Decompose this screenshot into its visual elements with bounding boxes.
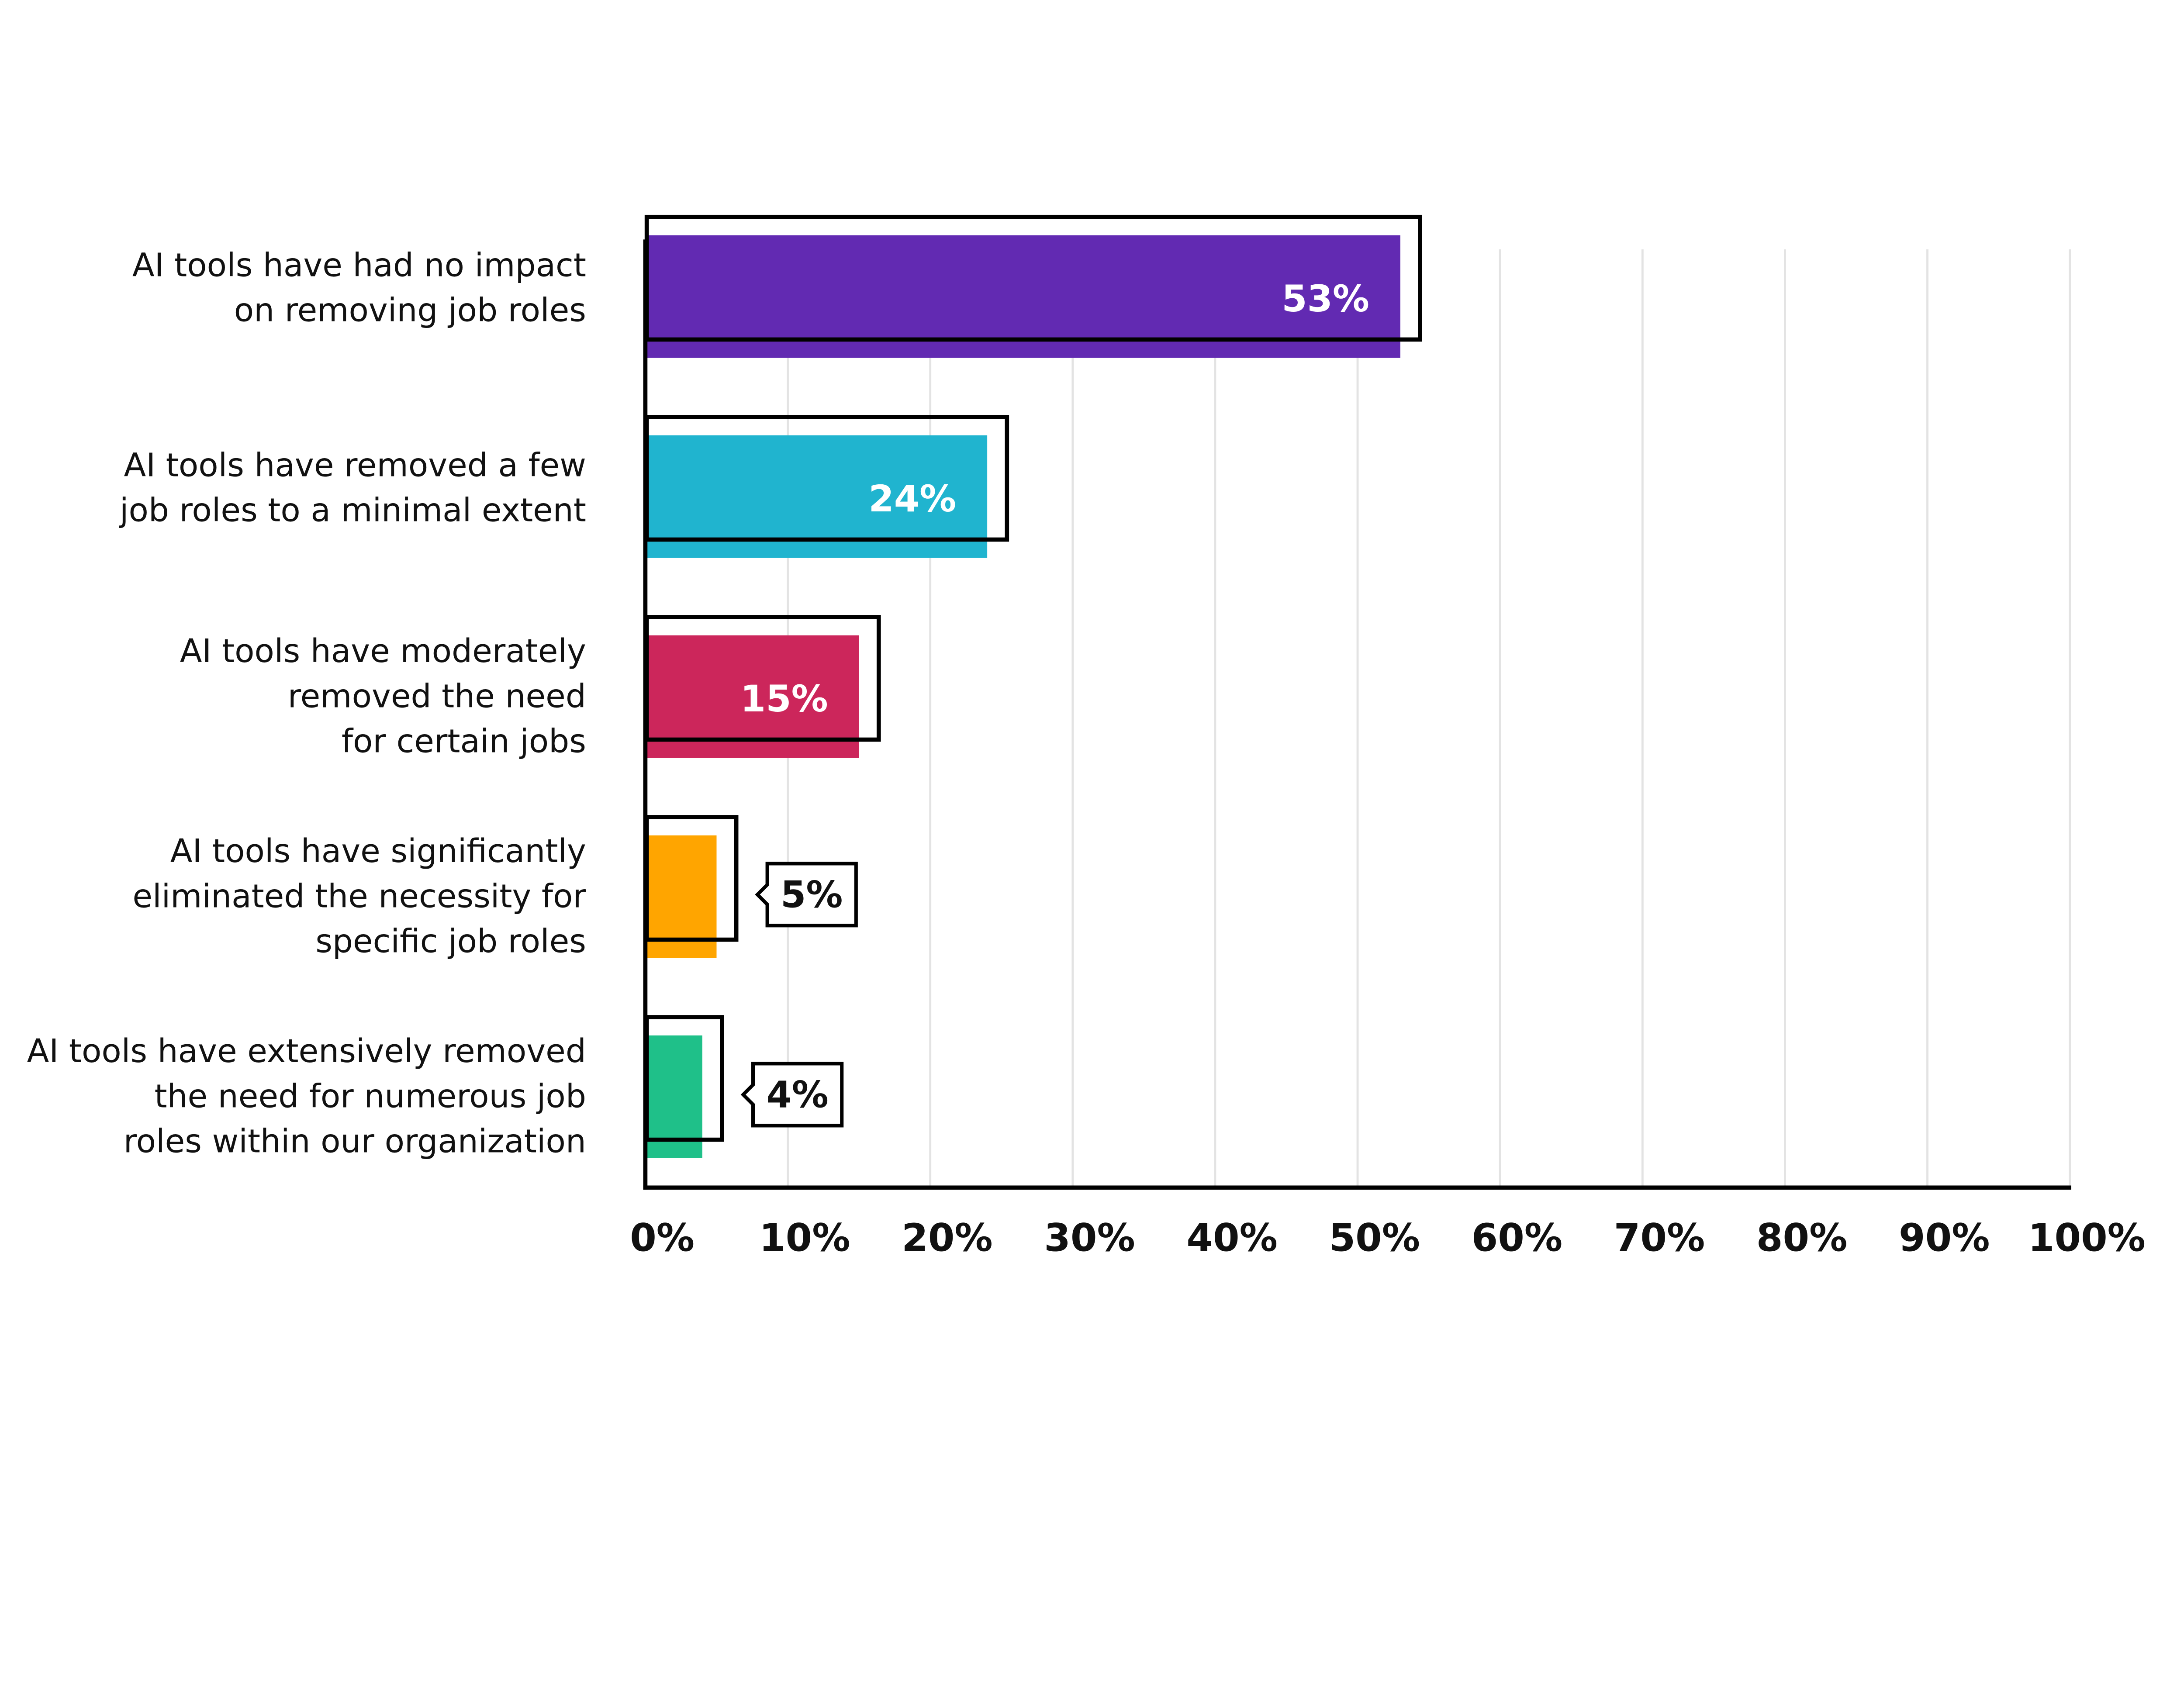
category-label: AI tools have removed a few job roles to …	[119, 446, 586, 529]
tick-label: 80%	[1756, 1216, 1847, 1260]
category-label-line: eliminated the necessity for	[132, 877, 586, 915]
category-label-line: AI tools have had no impact	[132, 246, 586, 284]
tick-label: 30%	[1044, 1216, 1135, 1260]
bar-group: 5%	[644, 815, 858, 958]
tick-label: 100%	[2028, 1216, 2146, 1260]
category-label: AI tools have significantly eliminated th…	[132, 832, 586, 960]
category-label-line: the need for numerous job	[154, 1077, 586, 1115]
category-label-line: roles within our organization	[124, 1123, 586, 1160]
data-label: 5%	[781, 873, 843, 916]
category-label-line: AI tools have extensively removed	[27, 1032, 586, 1070]
tick-label: 50%	[1329, 1216, 1420, 1260]
data-label: 15%	[740, 677, 828, 720]
bar-group: 53%	[644, 214, 1422, 358]
horizontal-bar-chart: 53% 24% 15% 5% 4% 0% 10% 20% 30% 40% 50% 60% 70% 80%…	[27, 214, 2146, 1260]
tick-label: 40%	[1186, 1216, 1277, 1260]
tick-label: 90%	[1899, 1216, 1990, 1260]
data-label: 53%	[1282, 277, 1369, 320]
tick-labels: 0% 10% 20% 30% 40% 50% 60% 70% 80% 90% 100%	[630, 1216, 2146, 1260]
tick-label: 0%	[630, 1216, 695, 1260]
tick-label: 20%	[902, 1216, 992, 1260]
bar-group: 15%	[644, 615, 881, 758]
gridlines	[787, 249, 2071, 1188]
category-label-line: AI tools have significantly	[170, 832, 586, 870]
tick-label: 70%	[1614, 1216, 1705, 1260]
data-label: 24%	[868, 477, 956, 520]
category-label-line: AI tools have removed a few	[124, 446, 586, 484]
axes	[643, 239, 2071, 1190]
tick-label: 60%	[1472, 1216, 1562, 1260]
callout-box	[740, 1062, 844, 1128]
category-label: AI tools have moderately removed the need…	[180, 632, 586, 760]
category-labels: AI tools have had no impact on removing j…	[27, 246, 587, 1160]
callout-box	[755, 862, 858, 928]
category-label-line: specific job roles	[315, 923, 586, 960]
bar	[645, 435, 988, 558]
bar-group: 4%	[644, 1015, 844, 1158]
category-label: AI tools have had no impact on removing j…	[132, 246, 586, 329]
category-label-line: AI tools have moderately	[180, 632, 586, 670]
data-label: 4%	[766, 1073, 828, 1116]
category-label-line: for certain jobs	[342, 723, 586, 760]
category-label-line: on removing job roles	[234, 291, 586, 329]
category-label-line: removed the need	[288, 677, 586, 715]
category-label-line: job roles to a minimal extent	[119, 492, 586, 529]
bar-group: 24%	[644, 414, 1009, 558]
category-label: AI tools have extensively removed the nee…	[27, 1032, 586, 1160]
tick-label: 10%	[759, 1216, 850, 1260]
bars: 53% 24% 15% 5% 4%	[644, 214, 1422, 1158]
